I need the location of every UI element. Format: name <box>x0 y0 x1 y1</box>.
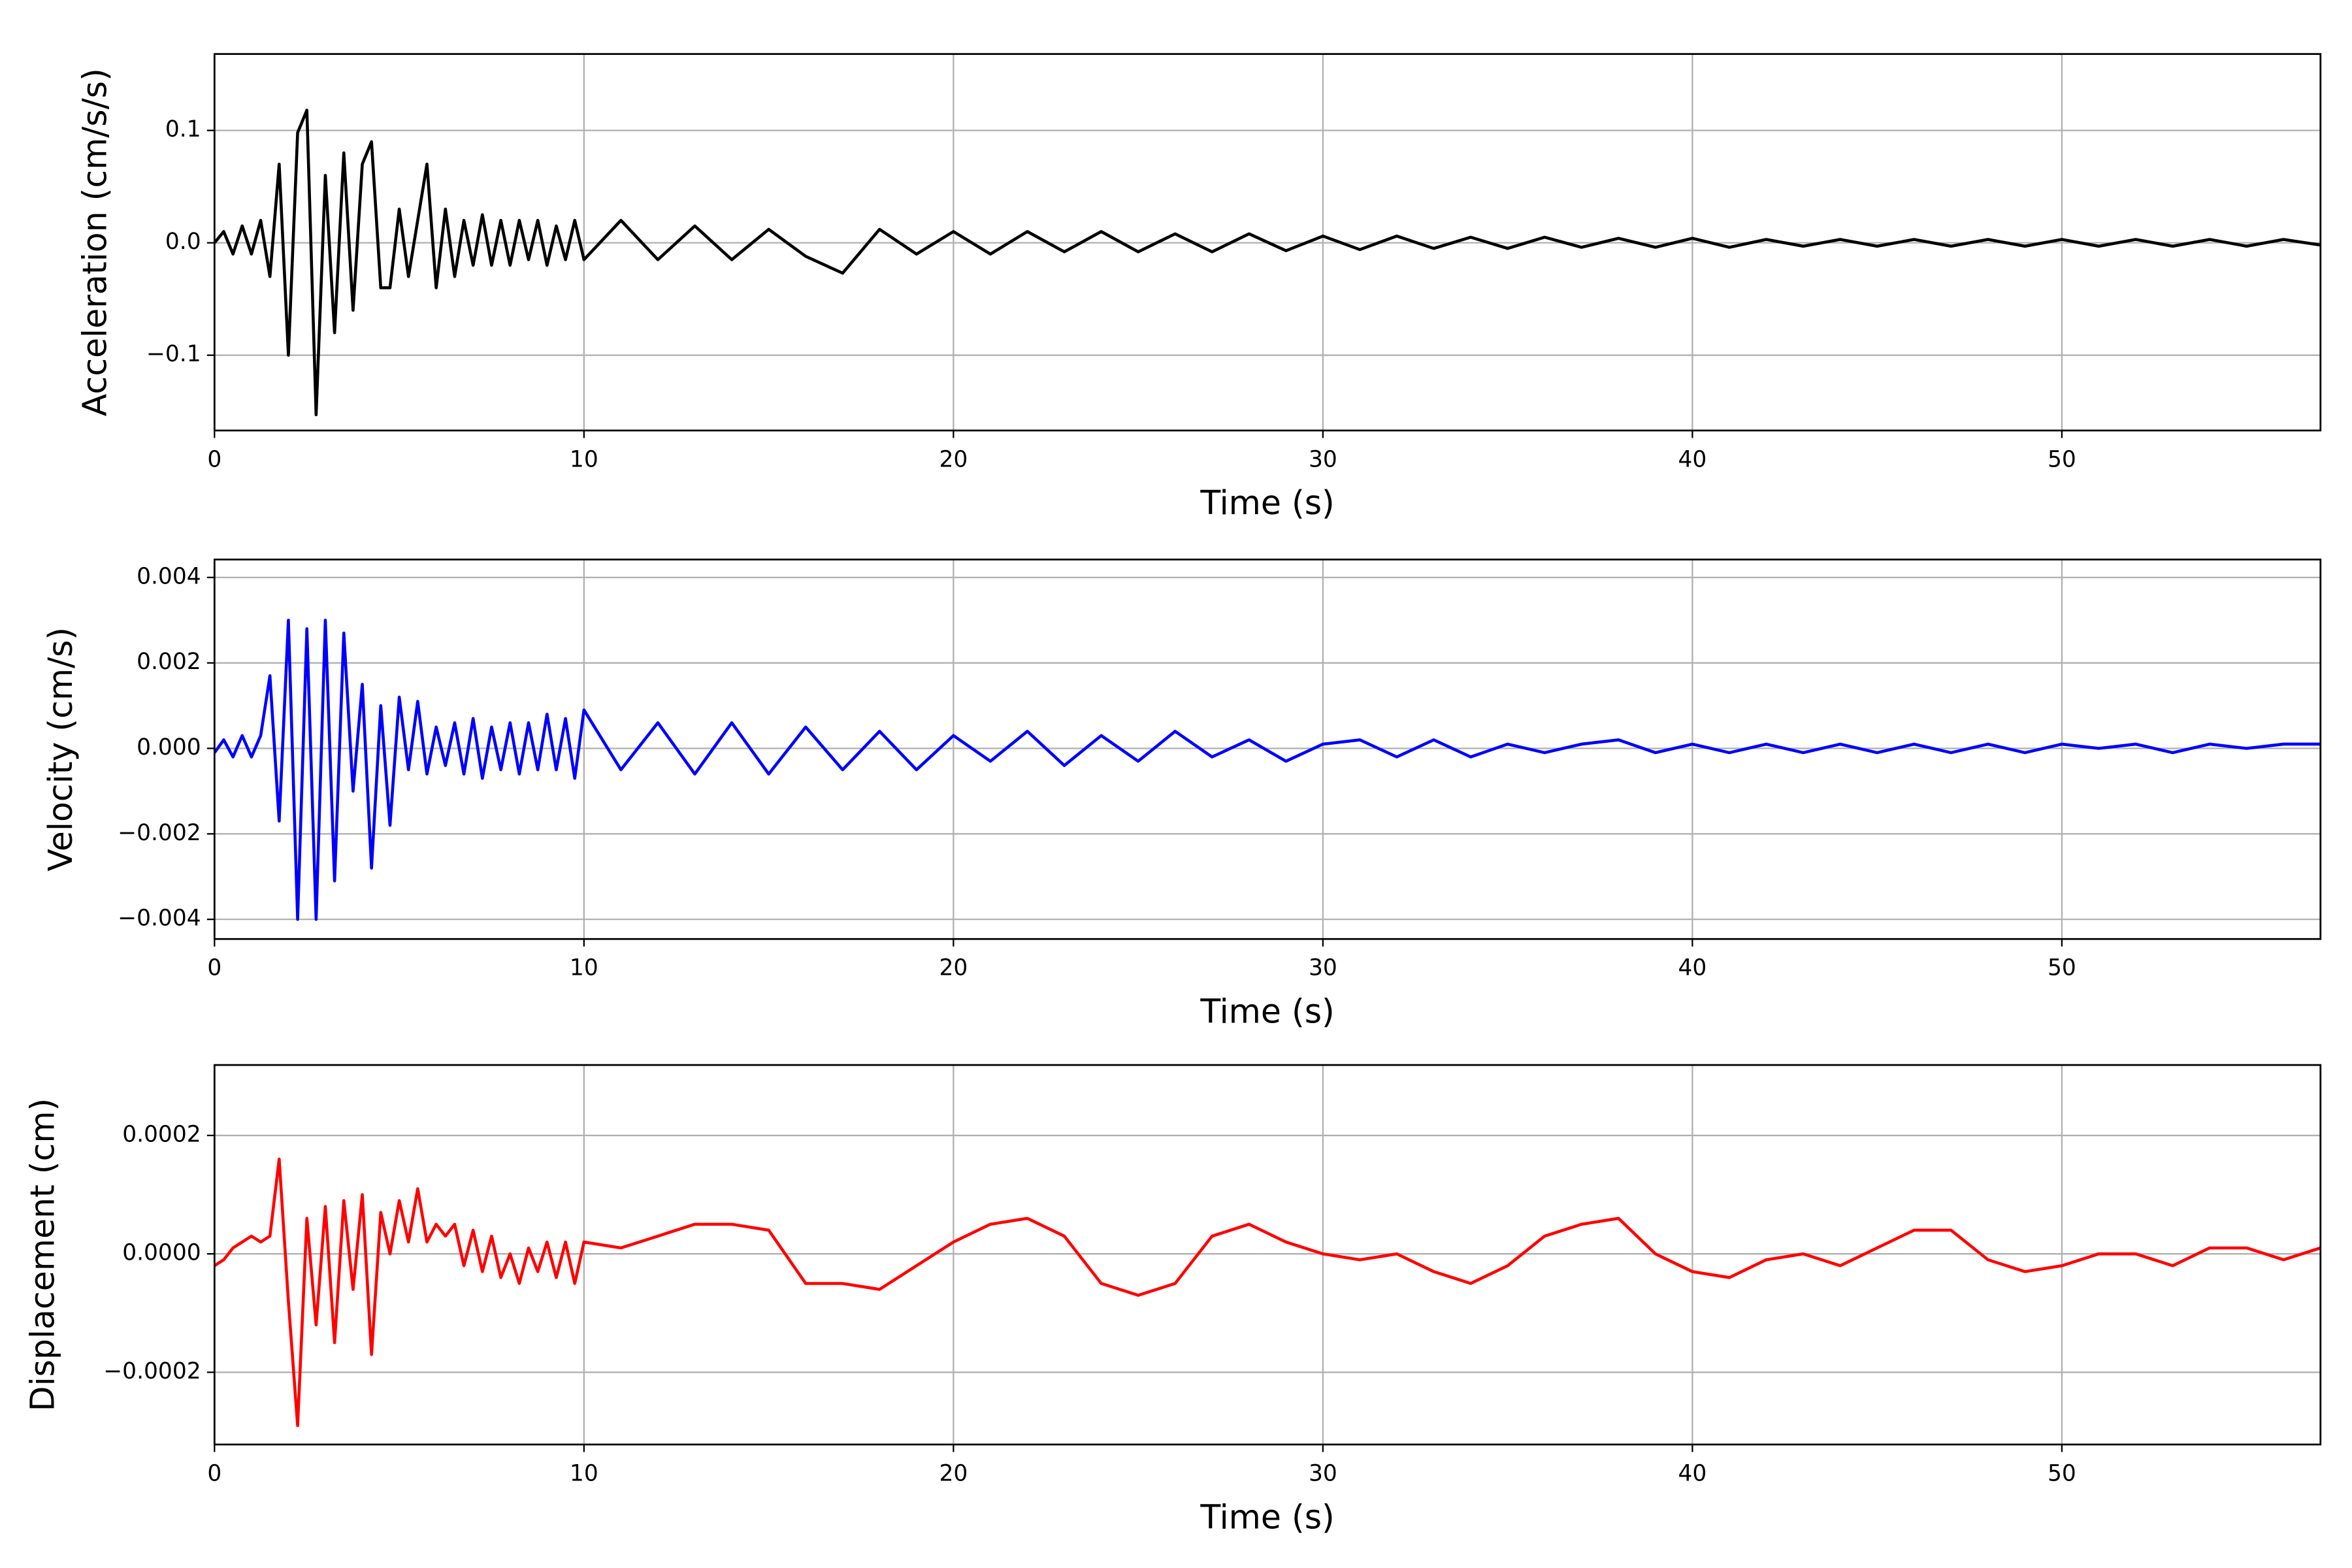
x-tick-label: 30 <box>1309 446 1337 472</box>
y-axis-label: Acceleration (cm/s/s) <box>76 68 114 416</box>
y-axis-label: Velocity (cm/s) <box>41 627 80 872</box>
x-tick-label: 30 <box>1309 1460 1337 1486</box>
y-tick-label: 0.1 <box>165 116 201 142</box>
x-tick-label: 10 <box>570 446 598 472</box>
x-tick-label: 10 <box>570 1460 598 1486</box>
x-axis-label: Time (s) <box>1200 483 1334 522</box>
x-tick-label: 20 <box>939 955 968 981</box>
y-tick-label: −0.0002 <box>103 1358 201 1384</box>
x-tick-label: 10 <box>570 955 598 981</box>
x-tick-label: 30 <box>1309 955 1337 981</box>
y-tick-label: 0.0 <box>165 229 201 255</box>
y-axis-label: Displacement (cm) <box>23 1098 61 1412</box>
y-tick-label: 0.004 <box>137 563 201 589</box>
data-line <box>214 1157 2321 1428</box>
x-tick-label: 20 <box>939 446 968 472</box>
y-tick-label: 0.0000 <box>122 1240 201 1266</box>
plot-frame <box>213 559 2322 940</box>
y-tick-label: 0.000 <box>137 734 201 760</box>
y-tick-label: 0.002 <box>137 649 201 675</box>
x-tick-label: 40 <box>1678 1460 1707 1486</box>
x-tick-label: 0 <box>207 955 221 981</box>
y-tick-label: −0.1 <box>146 341 201 367</box>
x-tick-label: 40 <box>1678 446 1707 472</box>
x-tick-label: 20 <box>939 1460 968 1486</box>
x-tick-label: 50 <box>2048 446 2076 472</box>
x-tick-label: 50 <box>2048 1460 2076 1486</box>
x-axis-label: Time (s) <box>1200 992 1334 1031</box>
plot-frame <box>213 1064 2322 1446</box>
y-tick-label: −0.002 <box>118 820 201 846</box>
x-tick-label: 0 <box>207 1460 221 1486</box>
y-tick-label: −0.004 <box>118 906 201 932</box>
x-tick-label: 0 <box>207 446 221 472</box>
x-axis-label: Time (s) <box>1200 1497 1334 1536</box>
y-tick-label: 0.0002 <box>122 1121 201 1147</box>
plot-frame <box>213 53 2322 432</box>
data-line <box>214 108 2321 417</box>
x-tick-label: 40 <box>1678 955 1707 981</box>
data-line <box>214 618 2321 921</box>
x-tick-label: 50 <box>2048 955 2076 981</box>
